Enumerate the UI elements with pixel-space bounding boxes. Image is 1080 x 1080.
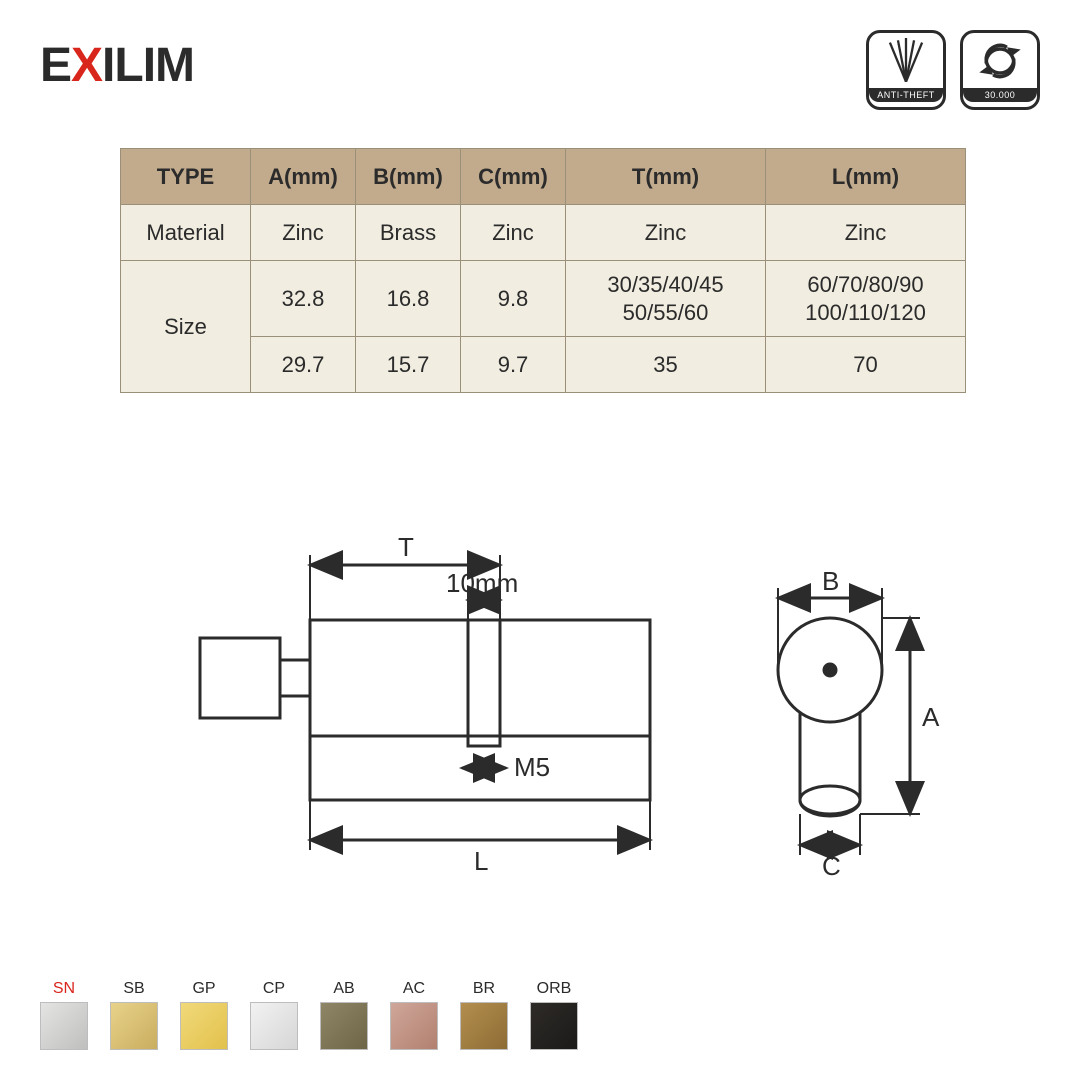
dim-10: 10mm <box>446 568 518 598</box>
swatch-chip <box>390 1002 438 1050</box>
swatch-label: SB <box>123 980 144 998</box>
mat-c: Zinc <box>461 205 566 261</box>
th-b: B(mm) <box>356 149 461 205</box>
logo-x: X <box>71 38 102 93</box>
dim-a: A <box>922 702 940 732</box>
header-row: TYPE A(mm) B(mm) C(mm) T(mm) L(mm) <box>121 149 966 205</box>
anti-theft-label: ANTI-THEFT <box>869 88 943 102</box>
technical-diagram: T 10mm M5 L B A C <box>170 520 930 900</box>
swatch-label: ORB <box>537 980 572 998</box>
swatch-cp: CP <box>250 980 298 1050</box>
size-row-1: Size 32.8 16.8 9.8 30/35/40/4550/55/60 6… <box>121 261 966 337</box>
cycles-badge: 30.000 <box>960 30 1040 110</box>
swatch-label: BR <box>473 980 495 998</box>
badges: ANTI-THEFT 30.000 <box>866 30 1040 110</box>
anti-theft-badge: ANTI-THEFT <box>866 30 946 110</box>
swatch-br: BR <box>460 980 508 1050</box>
s2-b: 15.7 <box>356 337 461 393</box>
swatch-chip <box>530 1002 578 1050</box>
swatch-ac: AC <box>390 980 438 1050</box>
header: E X ILIM ANTI-THEFT 30.000 <box>40 38 1040 108</box>
dim-c: C <box>822 851 841 881</box>
logo-e: E <box>40 38 71 93</box>
mat-a: Zinc <box>251 205 356 261</box>
swatch-label: GP <box>192 980 215 998</box>
swatch-chip <box>110 1002 158 1050</box>
cycles-label: 30.000 <box>963 88 1037 102</box>
swatch-chip <box>180 1002 228 1050</box>
swatch-label: AB <box>333 980 354 998</box>
swatch-orb: ORB <box>530 980 578 1050</box>
swatch-label: AC <box>403 980 425 998</box>
swatch-sn: SN <box>40 980 88 1050</box>
diagram-svg: T 10mm M5 L B A C <box>170 520 950 920</box>
th-c: C(mm) <box>461 149 566 205</box>
mat-l: Zinc <box>766 205 966 261</box>
cycles-icon <box>977 38 1023 84</box>
th-t: T(mm) <box>566 149 766 205</box>
material-row: Material Zinc Brass Zinc Zinc Zinc <box>121 205 966 261</box>
th-l: L(mm) <box>766 149 966 205</box>
swatch-ab: AB <box>320 980 368 1050</box>
s2-t: 35 <box>566 337 766 393</box>
spec-table: TYPE A(mm) B(mm) C(mm) T(mm) L(mm) Mater… <box>120 148 966 393</box>
s2-a: 29.7 <box>251 337 356 393</box>
dim-b: B <box>822 566 839 596</box>
s1-c: 9.8 <box>461 261 566 337</box>
dim-l: L <box>474 846 488 876</box>
swatch-chip <box>250 1002 298 1050</box>
mat-t: Zinc <box>566 205 766 261</box>
th-type: TYPE <box>121 149 251 205</box>
s1-b: 16.8 <box>356 261 461 337</box>
swatch-sb: SB <box>110 980 158 1050</box>
logo-rest: ILIM <box>102 38 194 93</box>
s2-c: 9.7 <box>461 337 566 393</box>
size-label: Size <box>121 261 251 393</box>
anti-theft-icon <box>883 38 929 84</box>
finish-swatches: SN SB GP CP AB AC BR ORB <box>40 980 578 1050</box>
swatch-label: SN <box>53 980 75 998</box>
swatch-chip <box>320 1002 368 1050</box>
material-label: Material <box>121 205 251 261</box>
s1-l: 60/70/80/90100/110/120 <box>766 261 966 337</box>
mat-b: Brass <box>356 205 461 261</box>
s2-l: 70 <box>766 337 966 393</box>
s1-t: 30/35/40/4550/55/60 <box>566 261 766 337</box>
dim-m5: M5 <box>514 752 550 782</box>
swatch-chip <box>40 1002 88 1050</box>
dim-t: T <box>398 532 414 562</box>
swatch-label: CP <box>263 980 285 998</box>
th-a: A(mm) <box>251 149 356 205</box>
swatch-chip <box>460 1002 508 1050</box>
swatch-gp: GP <box>180 980 228 1050</box>
s1-a: 32.8 <box>251 261 356 337</box>
